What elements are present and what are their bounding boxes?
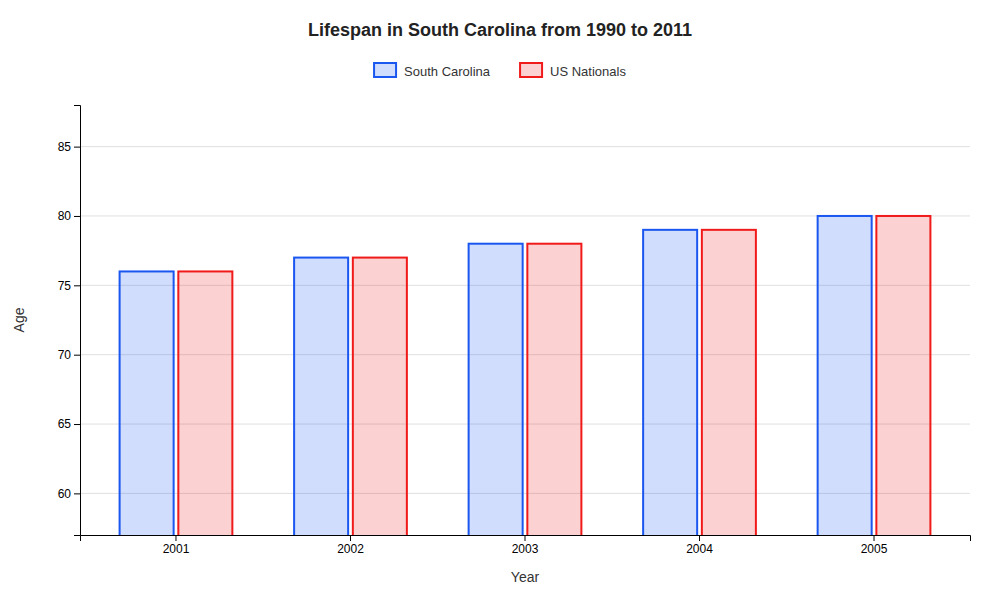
x-tick-label: 2003	[512, 542, 539, 556]
y-tick: 75	[58, 279, 80, 293]
plot: 60 65 70 75 80 85 2001 2002 2003 2004 2005	[58, 106, 971, 600]
y-tick-label: 70	[58, 348, 72, 362]
x-tick-mark	[699, 535, 700, 541]
bar-series	[120, 216, 872, 535]
legend: South Carolina US Nationals	[374, 63, 626, 79]
y-axis-title: Age	[11, 307, 27, 332]
grid-line	[80, 146, 970, 147]
x-axis-line	[81, 536, 971, 542]
title: Lifespan in South Carolina from 1990 to …	[308, 20, 692, 40]
chart-container: 60 65 70 75 80 85 2001 2002 2003 2004 2005 Year Age L…	[0, 0, 1000, 600]
bar	[643, 230, 697, 535]
y-tick-mark	[74, 285, 80, 286]
x-tick-mark	[874, 535, 875, 541]
x-tick-label: 2001	[163, 542, 190, 556]
y-tick-label: 60	[58, 487, 72, 501]
x-axis-title: Year	[511, 569, 540, 585]
legend-label: South Carolina	[404, 64, 491, 79]
bars	[120, 216, 931, 535]
legend-swatch	[374, 63, 396, 77]
bar	[178, 271, 232, 535]
y-tick: 80	[58, 209, 80, 223]
bar-series	[178, 216, 930, 535]
x-tick: 2002	[337, 535, 364, 556]
bar	[876, 216, 930, 535]
x-tick-label: 2004	[686, 542, 713, 556]
x-tick-mark	[525, 535, 526, 541]
x-tick: 2004	[686, 535, 713, 556]
y-tick-label: 85	[58, 140, 72, 154]
legend-swatch	[520, 63, 542, 77]
y-tick-label: 65	[58, 417, 72, 431]
x-tick-label: 2002	[337, 542, 364, 556]
bar	[294, 258, 348, 535]
y-axis: 60 65 70 75 80 85	[58, 106, 81, 536]
y-tick-mark	[74, 216, 80, 217]
y-tick: 65	[58, 417, 80, 431]
legend-item: US Nationals	[520, 63, 626, 79]
bar	[527, 244, 581, 535]
chart-svg: 60 65 70 75 80 85 2001 2002 2003 2004 2005 Year Age L…	[0, 0, 1000, 600]
x-tick-label: 2005	[861, 542, 888, 556]
bar	[702, 230, 756, 535]
y-tick-label: 80	[58, 209, 72, 223]
x-tick-mark	[175, 535, 176, 541]
x-tick: 2003	[512, 535, 539, 556]
bar	[818, 216, 872, 535]
bar	[469, 244, 523, 535]
y-tick: 85	[58, 140, 80, 154]
y-tick-mark	[74, 355, 80, 356]
y-tick-mark	[74, 147, 80, 148]
y-tick-label: 75	[58, 279, 72, 293]
x-tick-mark	[350, 535, 351, 541]
y-tick-mark	[74, 493, 80, 494]
y-axis-line	[74, 106, 81, 536]
bar	[353, 258, 407, 535]
bar	[120, 271, 174, 535]
x-tick: 2001	[163, 535, 190, 556]
x-tick: 2005	[861, 535, 888, 556]
x-axis: 2001 2002 2003 2004 2005	[81, 535, 971, 556]
y-tick: 60	[58, 487, 80, 501]
y-tick: 70	[58, 348, 80, 362]
y-tick-mark	[74, 424, 80, 425]
legend-label: US Nationals	[550, 64, 626, 79]
legend-item: South Carolina	[374, 63, 491, 79]
